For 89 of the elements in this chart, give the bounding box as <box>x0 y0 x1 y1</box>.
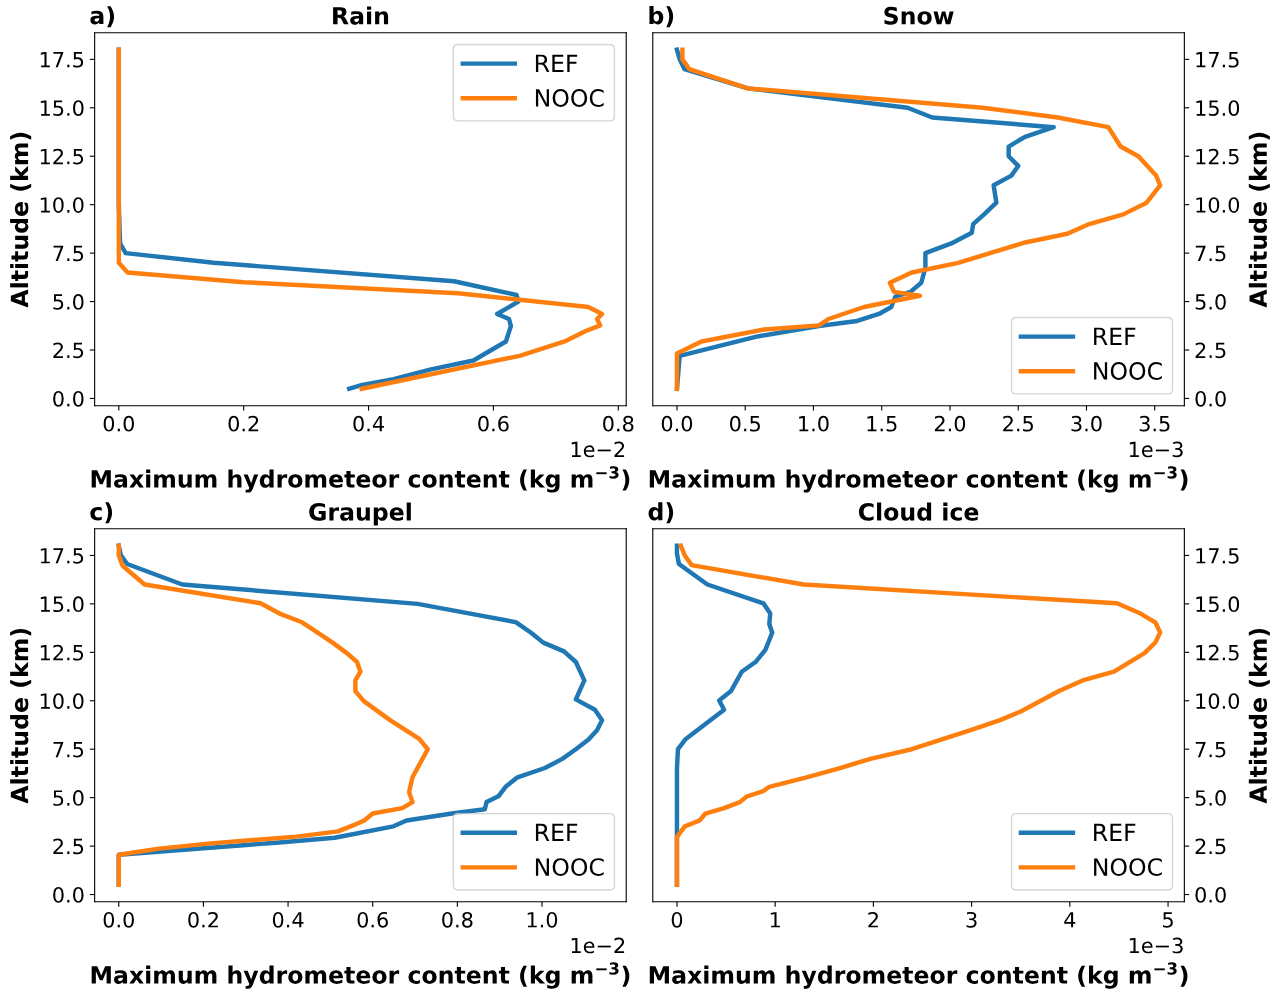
x-tick-label: 2.0 <box>934 415 966 432</box>
y-axis-title: Altitude (km) <box>10 132 32 308</box>
x-tick-label: 0.2 <box>228 415 259 432</box>
x-tick-label: 0.2 <box>188 911 218 928</box>
y-tick-label: 12.5 <box>40 644 84 661</box>
y-tick-label: 2.5 <box>1195 838 1226 855</box>
y-tick-label: 5.0 <box>1195 294 1226 310</box>
y-tick-label: 7.5 <box>53 741 84 758</box>
line-series <box>116 47 605 391</box>
text: a) <box>90 6 115 28</box>
x-tick-label: 0.6 <box>478 415 509 432</box>
x-axis-title: Maximum hydrometeor content (kg m$^{−3}$) <box>649 466 1188 493</box>
y-tick-label: 15.0 <box>40 596 84 613</box>
y-tick-label: 12.5 <box>40 148 84 165</box>
chart-title: Graupel <box>309 502 411 526</box>
x-tick-label: 3.5 <box>1139 415 1170 432</box>
y-tick-label: 0.0 <box>53 887 84 903</box>
x-tick-label: 0.0 <box>661 415 693 432</box>
x-tick-label: 4 <box>1064 912 1076 928</box>
y-tick-label: 0.0 <box>53 390 84 407</box>
text: b) <box>649 6 674 28</box>
x-tick-label: 1 <box>770 912 780 928</box>
legend-label: NOOC <box>1094 362 1162 380</box>
y-tick-label: 15.0 <box>1196 100 1240 116</box>
x-tick-label: 3.0 <box>1071 415 1102 432</box>
y-tick-label: 10.0 <box>1196 197 1240 213</box>
x-tick-label: 0.4 <box>353 415 384 432</box>
legend-label: NOOC <box>535 858 604 876</box>
chart-title: Rain <box>333 6 389 25</box>
y-tick-label: 15.0 <box>40 100 84 116</box>
x-tick-label: 0.8 <box>442 911 473 928</box>
x-tick-label: 1.0 <box>799 415 829 432</box>
legend-label: NOOC <box>1094 858 1162 876</box>
x-tick-label: 3 <box>966 911 977 928</box>
y-tick-label: 10.0 <box>40 693 84 709</box>
y-tick-label: 0.0 <box>1195 887 1226 903</box>
y-tick-label: 15.0 <box>1196 596 1240 613</box>
x-tick-label: 0.0 <box>103 911 134 928</box>
text: 1e−3 <box>1129 937 1183 954</box>
chart-title: Snow <box>884 6 954 25</box>
text: 1e−3 <box>1129 441 1183 458</box>
text: 1e−2 <box>571 441 625 458</box>
y-axis-title: Altitude (km) <box>1248 132 1270 308</box>
y-tick-label: 17.5 <box>1196 548 1239 564</box>
x-tick-label: 0.8 <box>603 415 634 432</box>
x-axis-title: Maximum hydrometeor content (kg m$^{−3}$) <box>91 466 630 493</box>
y-tick-label: 5.0 <box>1195 790 1226 806</box>
y-tick-label: 17.5 <box>40 548 84 564</box>
x-tick-label: 0 <box>671 911 683 928</box>
y-tick-label: 12.5 <box>1196 148 1239 165</box>
text: 1e−2 <box>571 937 625 954</box>
text: d) <box>648 502 674 524</box>
legend-label: REF <box>535 823 578 841</box>
y-tick-label: 5.0 <box>53 790 84 806</box>
legend-label: NOOC <box>535 89 604 107</box>
y-tick-label: 2.5 <box>1195 342 1226 359</box>
y-tick-label: 7.5 <box>1195 741 1226 758</box>
y-tick-label: 12.5 <box>1196 644 1239 661</box>
legend-label: REF <box>535 54 578 72</box>
y-axis-title: Altitude (km) <box>10 628 32 804</box>
y-tick-label: 17.5 <box>40 52 84 68</box>
x-tick-label: 0.0 <box>103 415 134 432</box>
y-tick-label: 0.0 <box>1195 390 1226 407</box>
y-tick-label: 10.0 <box>40 197 84 213</box>
line-series <box>674 47 1163 391</box>
y-tick-label: 2.5 <box>53 838 84 855</box>
y-tick-label: 17.5 <box>1196 52 1239 68</box>
line-series <box>674 543 1163 888</box>
x-axis-title: Maximum hydrometeor content (kg m$^{−3}$) <box>91 962 630 989</box>
y-tick-label: 7.5 <box>53 245 84 262</box>
x-tick-label: 2.5 <box>1003 415 1033 432</box>
text: c) <box>90 502 113 524</box>
x-tick-label: 0.4 <box>272 911 304 928</box>
x-tick-label: 1.0 <box>527 911 558 928</box>
chart-title: Cloud ice <box>858 502 979 521</box>
y-tick-label: 2.5 <box>53 342 84 359</box>
x-tick-label: 5 <box>1163 912 1173 928</box>
y-tick-label: 7.5 <box>1195 245 1226 262</box>
x-tick-label: 2 <box>868 911 878 928</box>
legend-label: REF <box>1094 327 1136 345</box>
legend-label: REF <box>1094 823 1136 841</box>
line-series <box>116 543 430 888</box>
y-tick-label: 10.0 <box>1196 693 1240 709</box>
x-tick-label: 1.5 <box>867 416 897 432</box>
x-tick-label: 0.6 <box>357 911 388 928</box>
x-axis-title: Maximum hydrometeor content (kg m$^{−3}$) <box>649 962 1188 989</box>
y-tick-label: 5.0 <box>53 294 84 310</box>
y-axis-title: Altitude (km) <box>1248 628 1270 804</box>
x-tick-label: 0.5 <box>730 415 760 432</box>
